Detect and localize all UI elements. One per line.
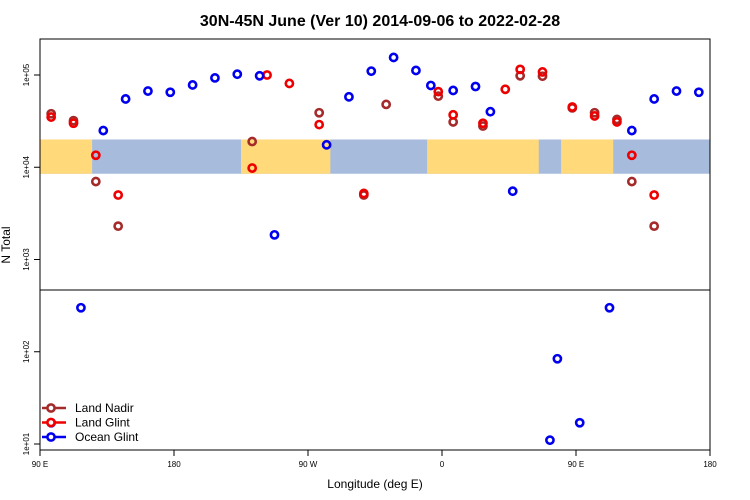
x-tick-label: 90 E [568,460,584,469]
ocean-glint-point [626,125,637,136]
chart-title: 30N-45N June (Ver 10) 2014-09-06 to 2022… [200,13,560,30]
ocean-glint-point [76,302,86,313]
ocean-glint-point [545,435,555,446]
land-nadir-point [90,176,101,187]
ocean-glint-point [411,65,421,76]
ocean-glint-point [388,52,399,63]
ocean-glint-point [120,94,131,104]
x-tick-label: 180 [167,460,181,469]
ocean-glint-point [604,302,615,313]
x-tick-label: 90 E [32,460,48,469]
y-axis-ticks: 1e+01 1e+02 1e+03 1e+04 1e+05 [22,63,40,455]
ocean-glint-point [671,86,682,96]
ocean-glint-point [485,106,496,117]
land-glint-point [500,84,511,95]
ocean-glint-point [448,85,459,96]
land-nadir-point [113,221,124,232]
legend-marker-land-nadir [46,403,56,413]
data-points [46,52,704,446]
ocean-glint-point [470,81,481,92]
land-nadir-point [537,71,548,82]
ocean-glint-point [98,125,109,136]
land-nadir-point [649,221,660,232]
land-nadir-point [247,136,258,147]
ocean-glint-point [143,86,153,96]
land-glint-point [433,86,444,97]
x-axis-ticks: 90 E 180 90 W 0 90 E 180 [32,450,717,469]
map-land-3 [561,139,614,174]
land-nadir-point [381,99,392,110]
y-axis-label: N Total [0,226,13,263]
map-land-2 [427,139,539,174]
x-tick-label: 90 W [299,460,318,469]
land-nadir-point [314,107,325,118]
land-nadir-point [626,176,637,187]
ocean-glint-point [344,91,354,102]
ocean-glint-point [321,139,332,150]
world-map-strip [40,139,710,174]
ocean-glint-point [552,353,563,364]
legend-label-ocean-glint: Ocean Glint [75,430,139,444]
x-tick-label: 180 [703,460,717,469]
land-glint-point [537,67,548,77]
y-tick-label: 1e+05 [22,63,31,86]
land-glint-point [515,64,526,75]
ocean-glint-point [366,66,377,77]
land-glint-point [314,119,325,130]
land-glint-point [247,163,258,173]
ocean-glint-point [210,73,220,83]
land-glint-point [448,109,459,120]
legend-marker-land-glint [46,417,56,428]
land-glint-point [612,117,622,127]
land-glint-point [589,111,600,121]
land-glint-point [478,118,488,129]
ocean-glint-point [232,69,243,80]
legend-label-land-nadir: Land Nadir [75,401,134,415]
ocean-glint-point [425,80,436,91]
x-axis-label: Longitude (deg E) [327,477,422,491]
ocean-glint-point [507,186,518,197]
land-glint-point [90,150,101,161]
plot-frame [39,38,711,451]
ocean-glint-point [574,417,585,428]
ocean-glint-point [649,94,660,104]
land-glint-point [626,150,637,161]
y-tick-label: 1e+03 [22,248,31,271]
land-glint-point [68,118,79,129]
land-glint-point [113,190,124,200]
land-glint-point [262,70,272,80]
land-nadir-point [433,91,444,102]
ocean-glint-point [165,87,176,98]
legend-label-land-glint: Land Glint [75,416,130,430]
land-glint-point [46,112,57,122]
y-tick-label: 1e+01 [22,432,31,455]
land-glint-point [358,188,369,199]
map-land-0 [40,139,93,174]
ocean-glint-point [254,70,265,81]
legend-marker-ocean-glint [46,432,56,442]
y-tick-label: 1e+04 [22,155,31,178]
ocean-glint-point [693,87,704,98]
land-glint-point [284,78,295,89]
land-glint-point [567,102,578,112]
land-glint-point [649,190,660,200]
ocean-glint-point [187,80,198,90]
y-tick-label: 1e+02 [22,340,31,363]
x-tick-label: 0 [440,460,445,469]
ocean-glint-point [269,229,280,240]
